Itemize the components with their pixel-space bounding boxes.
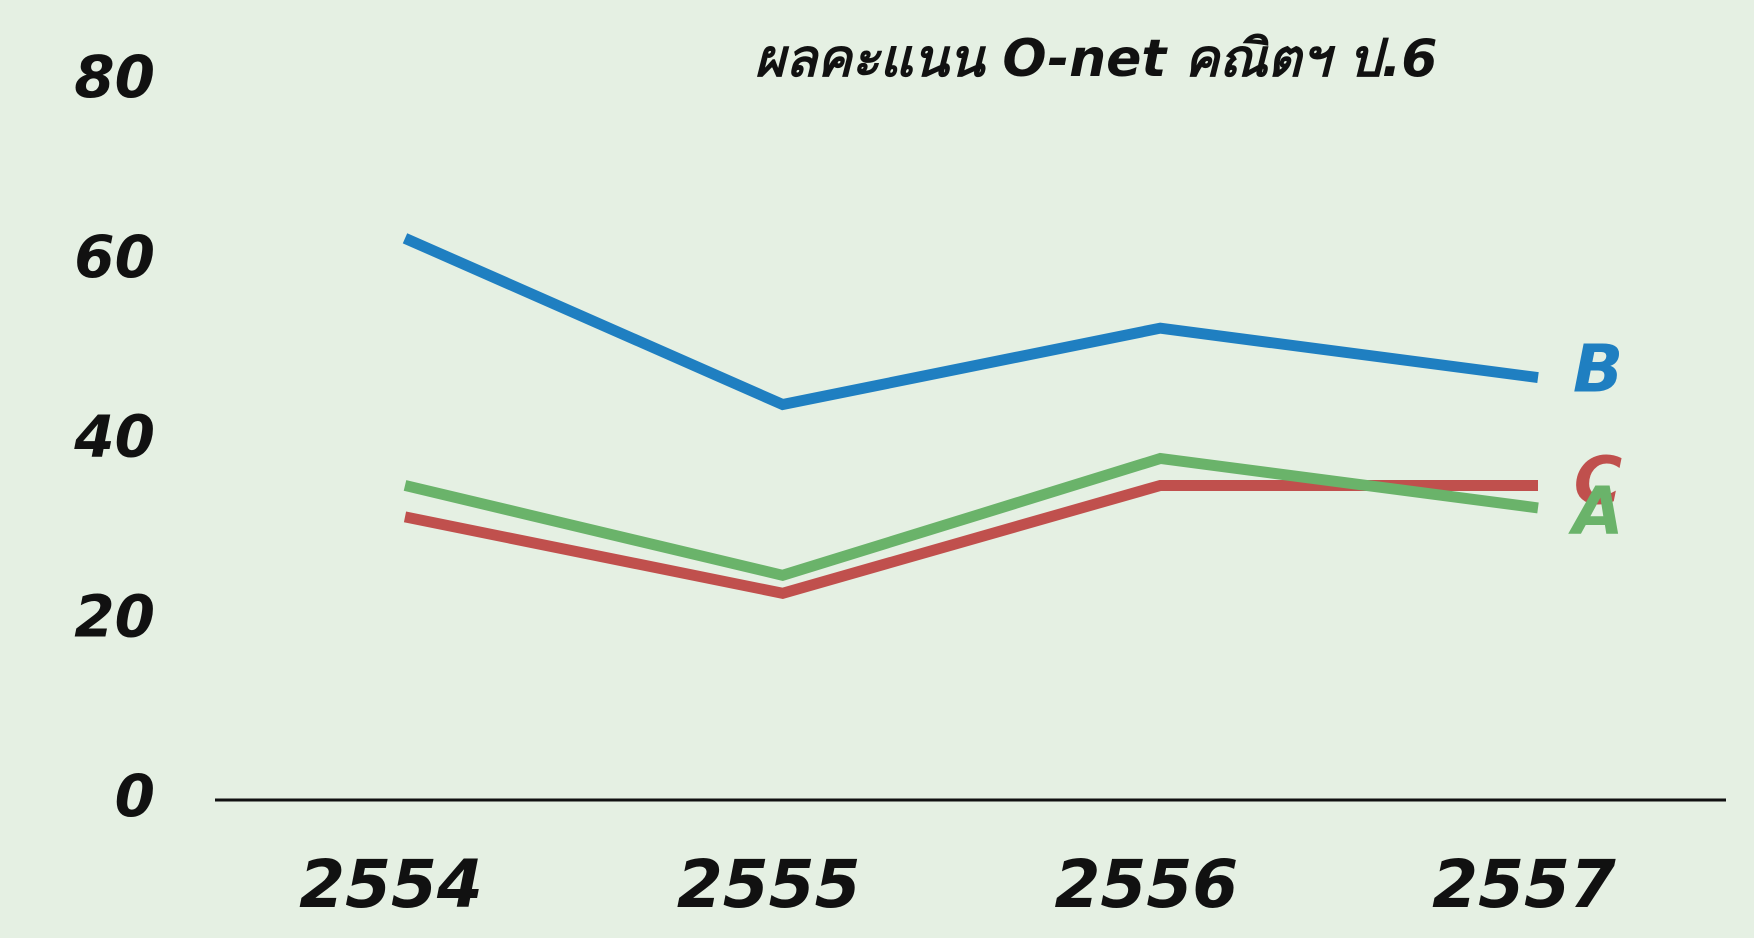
x-tick-label: 2554	[299, 846, 483, 923]
y-tick-label: 0	[115, 762, 155, 830]
line-series	[403, 479, 1538, 599]
y-tick-label: 60	[74, 223, 155, 291]
x-tick-label: 2557	[1432, 846, 1616, 923]
x-tick-label: 2555	[677, 846, 861, 923]
series-label: C	[1574, 443, 1622, 520]
y-tick-label: 80	[74, 43, 155, 111]
y-tick-label: 20	[74, 582, 155, 650]
line-series	[403, 452, 1539, 582]
y-tick-label: 40	[73, 403, 155, 471]
chart-title: ผลคะแนน O-net คณิตฯ ป.6	[755, 29, 1438, 89]
series-label: A	[1567, 473, 1623, 550]
series-label: B	[1573, 331, 1623, 408]
x-tick-label: 2556	[1054, 846, 1238, 923]
line-series	[402, 233, 1539, 411]
